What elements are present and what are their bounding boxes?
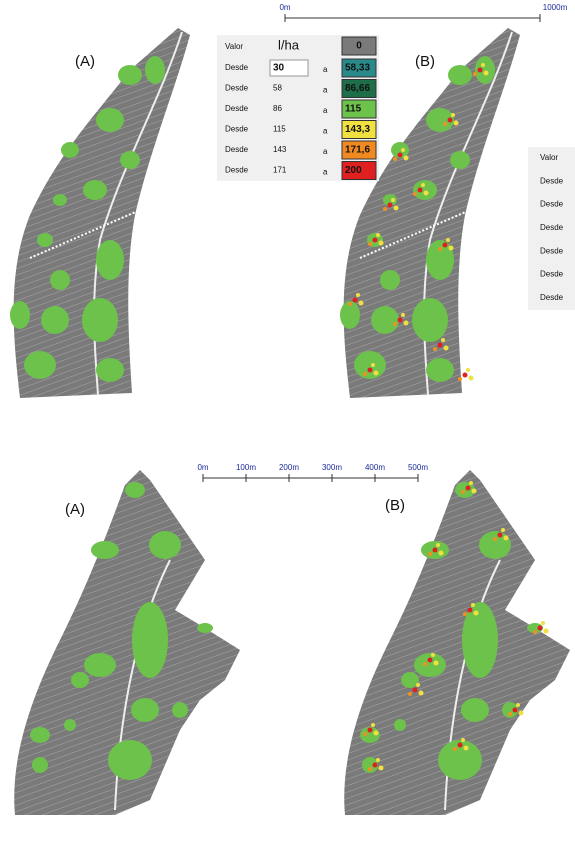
- legend-label: Desde: [225, 166, 249, 175]
- legend: Valor Desde Desde Desde Desde Desde Desde: [528, 147, 575, 310]
- scale-label: 1000m: [543, 3, 568, 12]
- legend-to-word: a: [323, 147, 328, 156]
- legend: Valor l/ha 0 Desde 30 a 58,33 Desde 58 a 86,66 D…: [217, 35, 379, 181]
- legend-label: Desde: [225, 84, 249, 93]
- legend-header: l/ha: [278, 37, 300, 52]
- legend-label: Desde: [540, 246, 564, 255]
- legend-label: Desde: [225, 145, 249, 154]
- scale-label: 0m: [279, 3, 290, 12]
- legend-to-word: a: [323, 86, 328, 95]
- field-map: [14, 470, 240, 815]
- panel-label: (B): [385, 497, 405, 514]
- scale-label: 200m: [279, 463, 299, 472]
- legend-from: 171: [273, 166, 287, 175]
- legend-value: 115: [345, 104, 362, 115]
- legend-header: 0: [356, 41, 362, 52]
- panel-label: (A): [75, 53, 95, 70]
- panel-label: (B): [415, 53, 435, 70]
- legend-to-word: a: [323, 65, 328, 74]
- figure: (A) (B) (A) (B) 0m 1000m 0m100m200m300m4…: [0, 0, 575, 842]
- legend-from: 30: [273, 63, 285, 74]
- legend-value: 58,33: [345, 63, 370, 74]
- panel-label: (A): [65, 501, 85, 518]
- legend-header: Valor: [225, 42, 243, 51]
- scale-bar: 0m 100m 200m 300m 400m 500m: [197, 463, 428, 482]
- scale-label: 0m: [197, 463, 208, 472]
- scale-label: 400m: [365, 463, 385, 472]
- legend-label: Desde: [540, 270, 564, 279]
- legend-label: Desde: [225, 125, 249, 134]
- legend-label: Desde: [225, 104, 249, 113]
- legend-from: 143: [273, 145, 287, 154]
- scale-bar: 0m 1000m: [279, 3, 567, 22]
- scale-label: 300m: [322, 463, 342, 472]
- legend-to-word: a: [323, 127, 328, 136]
- legend-label: Desde: [540, 223, 564, 232]
- legend-from: 115: [273, 125, 286, 134]
- legend-value: 86,66: [345, 83, 370, 94]
- legend-value: 200: [345, 165, 362, 176]
- legend-label: Desde: [540, 200, 564, 209]
- legend-to-word: a: [323, 168, 328, 177]
- legend-label: Valor: [540, 153, 558, 162]
- legend-label: Desde: [540, 176, 564, 185]
- legend-label: Desde: [225, 63, 249, 72]
- scale-label: 500m: [408, 463, 428, 472]
- legend-value: 143,3: [345, 124, 370, 135]
- scale-label: 100m: [236, 463, 256, 472]
- field-map: [344, 470, 570, 815]
- legend-to-word: a: [323, 106, 328, 115]
- legend-from: 86: [273, 104, 282, 113]
- field-map: [10, 28, 190, 398]
- legend-from: 58: [273, 84, 282, 93]
- legend-label: Desde: [540, 293, 564, 302]
- legend-value: 171,6: [345, 145, 370, 156]
